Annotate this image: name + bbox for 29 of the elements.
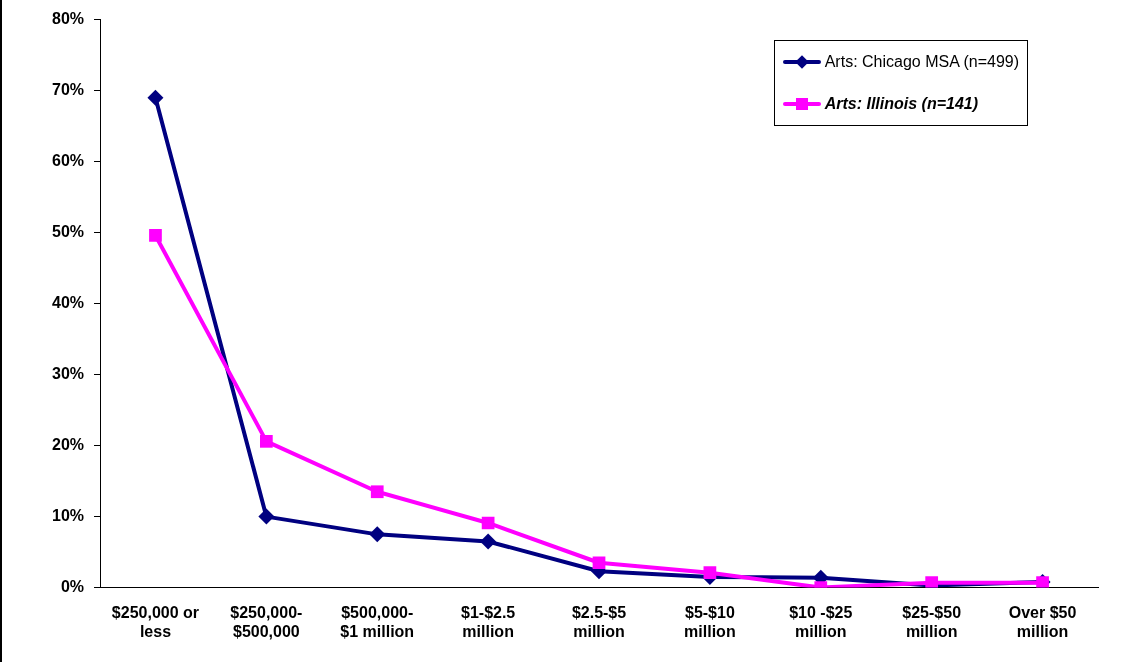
point: [370, 485, 384, 499]
y-tick-label: 20%: [51, 436, 85, 454]
y-tick-label: 30%: [51, 365, 85, 383]
y-tick-label: 40%: [51, 294, 85, 312]
point: [147, 89, 164, 106]
x-tick-label: $250,000 or less: [111, 603, 200, 640]
x-tick-label: $5-$10 million: [684, 603, 736, 640]
x-tick-label: $500,000-$1 million: [340, 603, 415, 640]
point: [703, 566, 717, 580]
x-tick-label: $250,000-$500,000: [230, 603, 303, 640]
point: [258, 508, 275, 525]
x-tick-label: $25-$50 million: [902, 603, 962, 640]
legend-label: Arts: Illinois (n=141): [824, 95, 979, 113]
point: [592, 556, 606, 570]
y-tick-label: 10%: [51, 507, 85, 525]
y-tick-label: 60%: [51, 152, 85, 170]
point: [259, 434, 273, 448]
point: [480, 533, 497, 550]
x-tick-label: $10 -$25 million: [789, 603, 853, 640]
legend-label: Arts: Chicago MSA (n=499): [824, 53, 1019, 71]
x-tick-label: Over $50 million: [1008, 603, 1077, 640]
y-tick-label: 0%: [60, 578, 85, 596]
y-tick-label: 50%: [51, 223, 85, 241]
y-tick-label: 80%: [51, 10, 85, 28]
point: [369, 526, 386, 543]
y-tick-label: 70%: [51, 81, 85, 99]
x-tick-label: $2.5-$5 million: [571, 603, 627, 640]
point: [149, 229, 162, 242]
x-tick-label: $1-$2.5 million: [460, 603, 516, 640]
